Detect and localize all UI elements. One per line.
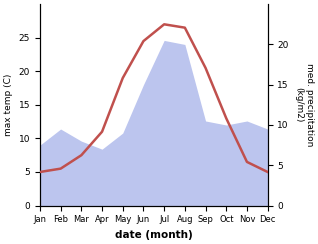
Y-axis label: max temp (C): max temp (C) (4, 74, 13, 136)
X-axis label: date (month): date (month) (115, 230, 193, 240)
Y-axis label: med. precipitation
(kg/m2): med. precipitation (kg/m2) (294, 63, 314, 147)
